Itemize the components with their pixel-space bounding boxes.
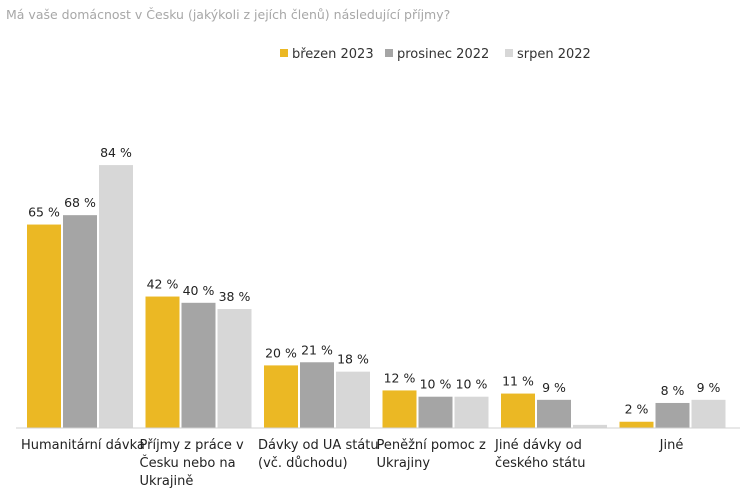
bar-value-label: 10 %	[456, 377, 488, 392]
bar	[619, 421, 654, 428]
bar-value-label: 21 %	[301, 342, 333, 357]
bar-value-label: 20 %	[265, 345, 297, 360]
category-label: Peněžní pomoc z Ukrajiny	[377, 438, 487, 471]
category-label: Jiné dávky od českého státu	[494, 438, 585, 471]
bar	[99, 165, 133, 428]
legend-label: prosinec 2022	[397, 47, 489, 62]
bar-value-label: 84 %	[100, 145, 132, 160]
legend-label: srpen 2022	[517, 47, 591, 62]
bar	[336, 371, 370, 428]
bar-value-label: 10 %	[420, 377, 452, 392]
bar-value-label: 38 %	[219, 289, 251, 304]
bar-value-label: 12 %	[384, 370, 416, 385]
bar	[300, 362, 334, 428]
bar	[27, 224, 61, 428]
category-label: Jiné	[659, 438, 684, 453]
bar	[537, 399, 571, 428]
category-label: Dávky od UA státu (vč. důchodu)	[258, 438, 379, 471]
bar	[418, 396, 453, 428]
bar-value-label: 68 %	[64, 195, 96, 210]
bar-value-label: 65 %	[28, 205, 60, 220]
bar	[454, 396, 489, 428]
bar-value-label: 9 %	[542, 380, 566, 395]
bar	[501, 393, 535, 428]
bar-value-label: 9 %	[697, 380, 721, 395]
bar-value-label: 18 %	[337, 352, 369, 367]
bar	[145, 296, 180, 428]
legend-swatch	[385, 49, 393, 57]
legend-swatch	[280, 49, 288, 57]
category-label: Příjmy z práce v Česku nebo na Ukrajině	[140, 438, 244, 489]
bar	[63, 215, 97, 428]
bar	[181, 302, 216, 428]
bar-value-label: 8 %	[661, 383, 685, 398]
legend-label: březen 2023	[292, 47, 374, 62]
bar	[573, 424, 607, 428]
bar	[691, 399, 726, 428]
bar	[382, 390, 417, 428]
bar-value-label: 2 %	[625, 402, 649, 417]
chart-title: Má vaše domácnost v Česku (jakýkoli z je…	[6, 7, 450, 22]
bar	[655, 402, 690, 428]
legend-swatch	[505, 49, 513, 57]
legend: březen 2023 prosinec 2022 srpen 2022	[280, 47, 591, 62]
bar	[264, 365, 298, 428]
bar-value-label: 11 %	[502, 374, 534, 389]
bar	[217, 309, 252, 428]
category-label: Humanitární dávka	[21, 438, 145, 453]
bar-value-label: 40 %	[183, 283, 215, 298]
bars: 65 % 42 % 20 % 12 % 11 % 2 % 68 % 40 % 21 % 10 % 9…	[27, 145, 726, 428]
bar-value-label: 42 %	[147, 277, 179, 292]
